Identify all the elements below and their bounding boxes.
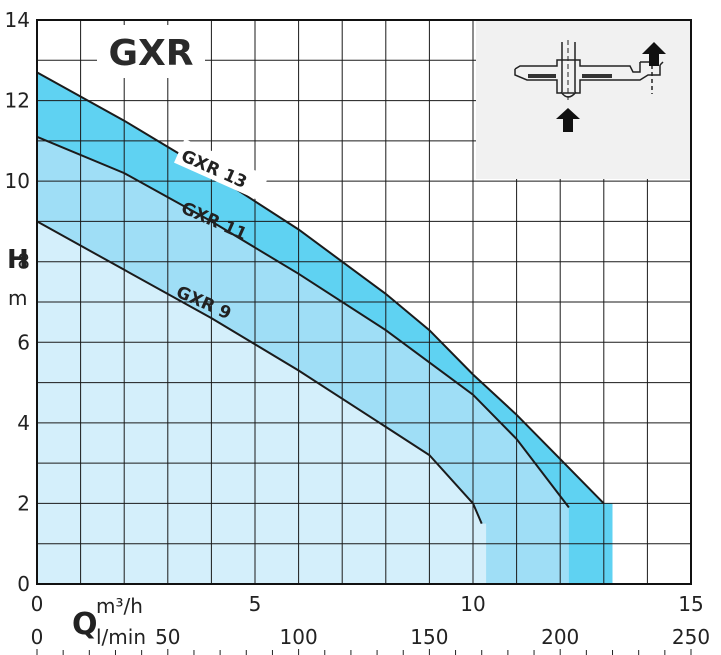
pump-diagram-inset — [476, 21, 690, 179]
y-axis-unit: m — [8, 286, 27, 310]
x2-tick-label: 200 — [541, 625, 579, 649]
x2-tick-label: 150 — [410, 625, 448, 649]
y-tick-label: 4 — [17, 411, 30, 435]
area-gxr-9 — [37, 221, 487, 584]
y-tick-label: 8 — [17, 250, 30, 274]
pump-diagram-icon — [514, 40, 666, 132]
x2-tick-label: 100 — [280, 625, 318, 649]
curve-line-gxr-9 — [36, 220, 483, 524]
y-tick-label: 2 — [17, 491, 30, 515]
y-tick-label: 10 — [5, 169, 30, 193]
x2-tick-label: 50 — [155, 625, 180, 649]
curve-areas — [37, 72, 613, 585]
chart-title: GXR — [108, 33, 193, 74]
y-tick-labels: 0 2 4 6 8 10 12 14 — [5, 8, 30, 596]
x-tick-labels: 0 5 10 15 — [31, 592, 704, 616]
x-tick-label: 10 — [460, 592, 485, 616]
grid — [36, 19, 692, 585]
curve-lines — [36, 71, 605, 524]
plot-frame — [36, 19, 692, 585]
x-tick-label: 0 — [31, 592, 44, 616]
x-tick-label: 5 — [249, 592, 262, 616]
x-axis-label: Q — [72, 607, 98, 642]
x-axis-unit-secondary: l/min — [96, 625, 146, 649]
curve-line-gxr-11 — [36, 135, 570, 509]
x2-tick-labels: 0 50 100 150 200 250 — [31, 625, 710, 649]
y-tick-label: 12 — [5, 89, 30, 113]
x2-tick-label: 0 — [31, 625, 44, 649]
x-axis-unit-primary: m³/h — [96, 594, 143, 618]
gxr13-label-background — [174, 138, 269, 201]
inset-background — [476, 21, 690, 179]
title-box — [97, 25, 205, 78]
x-tick-label: 15 — [678, 592, 703, 616]
y-tick-label: 0 — [17, 572, 30, 596]
y-tick-label: 14 — [5, 8, 30, 32]
y-axis-label: H — [7, 245, 29, 275]
x2-tick-marks — [36, 649, 692, 655]
x2-tick-label: 250 — [672, 625, 710, 649]
y-tick-label: 6 — [17, 330, 30, 354]
curve-line-gxr-13 — [36, 71, 605, 505]
